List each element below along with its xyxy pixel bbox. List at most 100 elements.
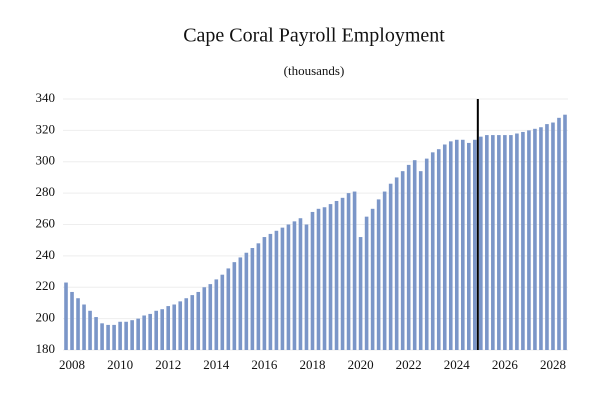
bar xyxy=(232,262,237,350)
bar xyxy=(136,318,140,350)
bar xyxy=(376,199,381,350)
bar xyxy=(286,224,291,350)
bar xyxy=(515,133,519,350)
bar xyxy=(460,139,465,350)
bar xyxy=(430,152,435,350)
bar xyxy=(328,204,333,350)
bar xyxy=(106,324,110,350)
y-tick-label: 200 xyxy=(36,310,56,325)
bar xyxy=(250,248,255,350)
bar xyxy=(142,315,146,350)
bar xyxy=(304,224,309,350)
x-tick-label: 2014 xyxy=(203,357,230,372)
x-tick-label: 2016 xyxy=(251,357,278,372)
x-tick-label: 2026 xyxy=(492,357,519,372)
bar xyxy=(442,144,447,350)
x-tick-label: 2018 xyxy=(299,357,325,372)
chart-subtitle: (thousands) xyxy=(284,63,345,78)
y-tick-label: 280 xyxy=(36,184,56,199)
bar xyxy=(412,160,417,350)
bar xyxy=(130,320,134,350)
bar xyxy=(406,164,411,350)
bar xyxy=(533,128,537,350)
bar xyxy=(226,268,231,350)
bar xyxy=(473,139,477,350)
bar xyxy=(154,310,158,350)
bar xyxy=(485,135,489,350)
bar xyxy=(88,310,92,350)
bar xyxy=(497,135,501,350)
x-tick-label: 2024 xyxy=(444,357,471,372)
x-tick-label: 2012 xyxy=(155,357,181,372)
bar xyxy=(394,177,399,350)
bar xyxy=(418,171,423,350)
bar xyxy=(322,207,327,350)
bar xyxy=(82,304,86,350)
bar xyxy=(509,135,513,350)
bar xyxy=(178,301,183,350)
chart-title: Cape Coral Payroll Employment xyxy=(183,25,445,47)
y-tick-label: 180 xyxy=(36,341,56,356)
bar xyxy=(94,317,98,350)
bar xyxy=(563,114,567,350)
bar xyxy=(70,291,74,350)
bar xyxy=(148,313,152,350)
bar xyxy=(184,298,189,350)
y-tick-label: 220 xyxy=(36,278,56,293)
bar xyxy=(214,279,219,350)
x-tick-label: 2022 xyxy=(396,357,422,372)
bar xyxy=(551,122,555,350)
bar xyxy=(166,306,171,350)
bar xyxy=(503,135,507,350)
bar xyxy=(262,237,267,350)
bar xyxy=(118,321,122,350)
bar xyxy=(448,141,453,350)
bar xyxy=(557,117,561,350)
bar xyxy=(220,274,225,350)
bar xyxy=(190,295,195,350)
bar xyxy=(479,136,483,350)
bar xyxy=(521,131,525,350)
bar xyxy=(388,183,393,350)
bar xyxy=(539,127,543,350)
bar xyxy=(196,291,201,350)
bar xyxy=(238,257,243,350)
bar xyxy=(467,142,471,350)
bar xyxy=(316,208,321,350)
bar xyxy=(545,124,549,350)
bar xyxy=(292,221,297,350)
bar xyxy=(274,230,279,350)
bar xyxy=(527,130,531,350)
bar xyxy=(112,324,116,350)
bar xyxy=(298,218,303,350)
x-tick-label: 2010 xyxy=(107,357,133,372)
y-tick-label: 320 xyxy=(36,121,56,136)
y-tick-label: 300 xyxy=(36,153,56,168)
bar xyxy=(172,304,177,350)
bar xyxy=(100,323,104,350)
bar xyxy=(124,321,128,350)
bar xyxy=(64,282,68,350)
bar xyxy=(358,237,363,350)
bar xyxy=(424,158,429,350)
bar xyxy=(340,197,345,350)
bar xyxy=(334,200,339,350)
bar xyxy=(76,298,80,350)
bar xyxy=(268,233,273,350)
bar xyxy=(208,284,213,350)
bar xyxy=(491,135,495,350)
bar xyxy=(382,191,387,350)
bar xyxy=(370,208,375,350)
bar xyxy=(244,252,249,350)
bar xyxy=(400,171,405,350)
x-tick-label: 2020 xyxy=(348,357,374,372)
bar xyxy=(364,216,369,350)
y-tick-label: 240 xyxy=(36,247,56,262)
y-tick-label: 340 xyxy=(36,90,56,105)
bar xyxy=(202,287,207,350)
bar xyxy=(280,227,285,350)
bar xyxy=(160,309,164,350)
bar xyxy=(436,149,441,350)
bar xyxy=(454,139,459,350)
